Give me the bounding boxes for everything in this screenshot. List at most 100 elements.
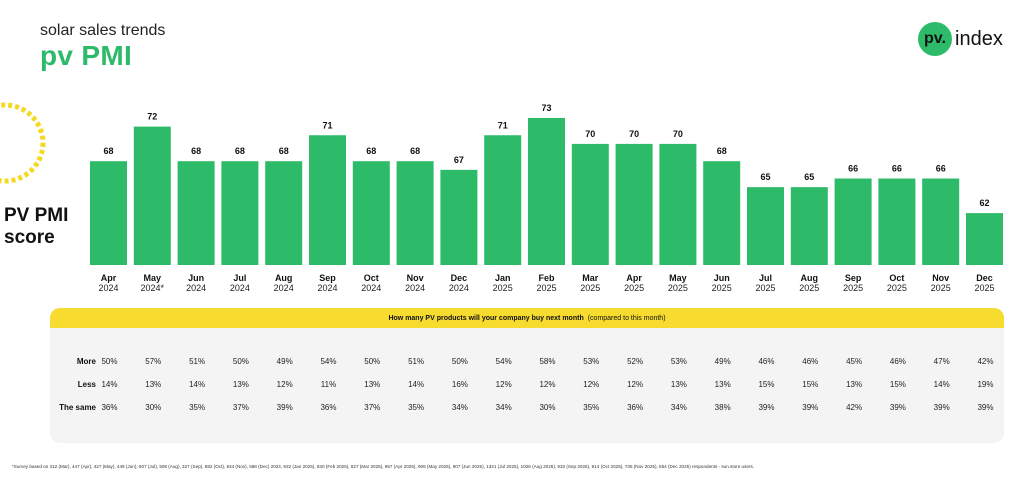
survey-question-header: How many PV products will your company b… (50, 308, 1004, 328)
survey-cell: 12% (539, 380, 556, 389)
bar-value-label: 66 (892, 164, 902, 174)
x-tick-month: Oct (889, 273, 904, 283)
bar-15 (747, 187, 784, 265)
survey-cell: 35% (408, 403, 425, 412)
survey-cell: 13% (232, 380, 249, 389)
y-axis-label-line1: PV PMI (4, 205, 69, 226)
survey-cell: 42% (846, 403, 863, 412)
x-tick-month: Jun (714, 273, 730, 283)
x-tick-year: 2024* (141, 283, 165, 293)
survey-cell: 12% (627, 380, 644, 389)
bar-5 (309, 135, 346, 265)
x-tick-month: Apr (626, 273, 642, 283)
survey-cell: 14% (408, 380, 425, 389)
survey-cell: 37% (364, 403, 381, 412)
x-tick-year: 2024 (274, 283, 294, 293)
survey-cell: 47% (933, 357, 950, 366)
bar-value-label: 68 (279, 146, 289, 156)
x-tick-year: 2025 (799, 283, 819, 293)
survey-row-more: More 50% 57% 51% 50% 49% 54% 50% 51% 50% 54% 58% 53%… (50, 355, 1004, 369)
bar-14 (703, 161, 741, 265)
bar-19 (922, 178, 960, 265)
bar-1 (133, 126, 171, 265)
x-tick-month: Nov (932, 273, 949, 283)
survey-row-label: The same (59, 403, 96, 412)
bar-value-label: 71 (498, 120, 508, 130)
x-tick-year: 2024 (361, 283, 381, 293)
x-tick-year: 2025 (843, 283, 863, 293)
bar-value-label: 65 (804, 172, 814, 182)
survey-cell: 11% (320, 380, 337, 389)
x-tick-year: 2025 (974, 283, 994, 293)
survey-cell: 58% (539, 357, 556, 366)
x-tick-month: Nov (407, 273, 424, 283)
survey-question: How many PV products will your company b… (388, 314, 584, 322)
x-tick-month: Jul (759, 273, 772, 283)
survey-cell: 35% (189, 403, 206, 412)
survey-cell: 13% (364, 380, 381, 389)
survey-cell: 12% (495, 380, 512, 389)
survey-cell: 34% (451, 403, 468, 412)
bar-12 (615, 143, 653, 265)
survey-row-less: Less 14% 13% 14% 13% 12% 11% 13% 14% 16% 12% 12% 12%… (50, 378, 1004, 392)
footnote: *Survey based on 312 (Mar), 447 (Apr), 4… (12, 464, 755, 469)
survey-cell: 50% (101, 357, 118, 366)
survey-cell: 30% (145, 403, 162, 412)
x-tick-year: 2025 (624, 283, 644, 293)
x-tick-month: Aug (275, 273, 293, 283)
bar-value-label: 70 (673, 129, 683, 139)
survey-cell: 36% (101, 403, 118, 412)
survey-cell: 53% (583, 357, 600, 366)
x-tick-month: Jan (495, 273, 511, 283)
survey-cell: 36% (320, 403, 337, 412)
x-tick-month: Sep (319, 273, 336, 283)
x-tick-month: Apr (101, 273, 117, 283)
x-tick-month: Dec (451, 273, 468, 283)
x-tick-year: 2025 (887, 283, 907, 293)
x-tick-year: 2025 (712, 283, 732, 293)
survey-cell: 50% (232, 357, 249, 366)
survey-cell: 13% (846, 380, 863, 389)
survey-cell: 53% (670, 357, 687, 366)
bar-value-label: 68 (410, 146, 420, 156)
survey-cell: 46% (889, 357, 906, 366)
survey-cell: 14% (933, 380, 950, 389)
y-axis-label-line2: score (4, 227, 55, 248)
bar-value-label: 67 (454, 155, 464, 165)
survey-cell: 54% (495, 357, 512, 366)
survey-cell: 16% (451, 380, 468, 389)
survey-cell: 15% (802, 380, 819, 389)
survey-cell: 50% (451, 357, 468, 366)
survey-cell: 12% (583, 380, 600, 389)
survey-cell: 15% (758, 380, 775, 389)
x-tick-year: 2024 (230, 283, 250, 293)
bar-value-label: 70 (629, 129, 639, 139)
survey-cell: 30% (539, 403, 556, 412)
survey-cell: 14% (101, 380, 118, 389)
survey-row-label: Less (77, 380, 96, 389)
survey-cell: 15% (889, 380, 906, 389)
x-tick-month: Sep (845, 273, 862, 283)
bar-value-label: 68 (103, 146, 113, 156)
bar-11 (571, 143, 609, 265)
pv-index-logo: pv. index (918, 22, 1003, 56)
x-tick-year: 2024 (449, 283, 469, 293)
x-tick-year: 2024 (405, 283, 425, 293)
survey-row-the-same: The same 36% 30% 35% 37% 39% 36% 37% 35% 34% 34% 30… (50, 401, 1004, 415)
bar-2 (177, 161, 215, 265)
survey-cell: 13% (714, 380, 731, 389)
bar-value-label: 70 (585, 129, 595, 139)
survey-cell: 12% (276, 380, 293, 389)
bar-value-label: 65 (760, 172, 770, 182)
bar-20 (966, 213, 1003, 265)
bar-9 (484, 135, 522, 265)
bar-17 (834, 178, 872, 265)
chart-subtitle: solar sales trends (40, 22, 166, 39)
survey-table: How many PV products will your company b… (50, 308, 1004, 443)
bar-3 (221, 161, 259, 265)
survey-cell: 46% (758, 357, 775, 366)
bar-18 (878, 178, 916, 265)
bar-value-label: 71 (322, 120, 332, 130)
survey-cell: 39% (802, 403, 819, 412)
survey-cell: 39% (889, 403, 906, 412)
